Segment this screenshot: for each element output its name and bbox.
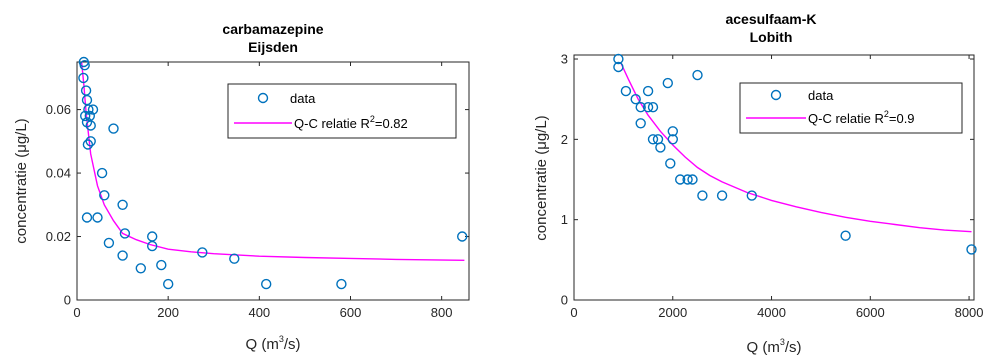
data-point [85,136,96,147]
data-point [667,134,678,145]
data-point [667,126,678,137]
y-tick-label: 0.06 [46,102,71,117]
y-axis-ticks: 0 1 2 3 [561,52,974,308]
x-tick-label: 200 [157,305,179,320]
y-tick-label: 1 [561,212,568,227]
y-tick-label: 0 [561,293,568,308]
legend-marker-data [770,89,782,101]
data-point [96,167,108,179]
y-tick-label: 2 [561,132,568,147]
data-point [687,174,698,185]
x-axis-label: Q (m3/s) [746,337,801,356]
y-tick-label: 0 [64,293,71,308]
x-axis-ticks: 0 2000 4000 6000 8000 [570,55,984,320]
legend-label-fit: Q-C relatie R2=0.9 [808,109,915,126]
legend: data Q-C relatie R2=0.9 [739,82,963,134]
chart-acesulfaam-k: acesulfaam-K Lobith 0 2000 4000 6000 8000 0 1… [533,11,984,356]
x-tick-label: 4000 [757,305,786,320]
data-point [613,53,624,65]
data-point [79,59,90,71]
data-point [108,123,119,134]
x-tick-label: 6000 [856,305,885,320]
data-point [156,259,167,271]
legend-label-data: data [808,88,834,103]
x-axis-label: Q (m3/s) [245,334,300,353]
fit-curve [620,62,972,233]
data-point [117,250,128,261]
data-point [103,237,115,249]
data-point [92,212,103,223]
legend: data Q-C relatie R2=0.82 [227,83,457,139]
data-point [87,104,99,115]
data-point [642,85,654,97]
x-axis-ticks: 0 200 400 600 800 [73,62,453,320]
data-point [78,72,89,84]
x-tick-label: 0 [570,305,577,320]
data-point [261,278,272,290]
data-point [662,77,673,89]
data-point [135,263,147,274]
y-tick-label: 0.04 [46,166,71,181]
chart-carbamazepine: carbamazepine Eijsden 0 200 400 600 800 0 0.0… [13,21,470,353]
data-series [613,53,977,255]
fit-curve [80,61,465,261]
legend-label-fit: Q-C relatie R2=0.82 [294,114,408,131]
legend-box [739,82,963,134]
data-point [647,101,659,113]
y-tick-label: 3 [561,52,568,67]
data-point [682,174,693,185]
x-tick-label: 0 [73,305,80,320]
fit-series [80,61,465,261]
data-point [457,231,468,242]
data-point [146,240,158,252]
y-axis-ticks: 0 0.02 0.04 0.06 [46,102,469,308]
chart-title-line-1: carbamazepine [222,21,323,37]
data-point [692,69,703,81]
data-point [197,247,208,258]
data-point [162,278,174,290]
x-tick-label: 600 [340,305,362,320]
x-tick-label: 400 [248,305,270,320]
data-point [716,190,728,201]
data-point [620,85,632,97]
chart-title-line-1: acesulfaam-K [725,11,816,27]
data-point [336,278,347,290]
data-point [81,117,93,128]
legend-label-data: data [290,91,316,106]
x-tick-label: 800 [431,305,453,320]
data-point [635,101,646,113]
y-axis-label: concentratie (μg/L) [533,115,550,240]
x-tick-label: 8000 [955,305,984,320]
data-point [99,190,110,201]
data-point [81,212,93,223]
data-point [119,228,131,239]
data-point [79,110,91,122]
data-point [83,104,94,115]
legend-marker-data [257,92,269,104]
chart-title-line-2: Eijsden [248,39,298,55]
data-point [966,244,977,255]
legend-box [227,83,457,139]
fit-series [620,62,972,233]
data-point [229,253,240,264]
data-point [675,174,686,185]
data-point [82,139,94,150]
data-series [78,56,468,290]
data-point [840,230,851,241]
chart-title-line-2: Lobith [750,29,793,45]
data-point [655,142,666,153]
data-point [117,199,128,211]
data-point [746,190,757,201]
y-axis-label: concentratie (μg/L) [13,118,30,243]
data-point [630,93,641,105]
data-point [642,101,654,113]
data-point [635,118,646,129]
data-point [613,61,624,73]
y-tick-label: 0.02 [46,229,71,244]
x-tick-label: 2000 [658,305,687,320]
data-point [647,134,659,145]
data-point [697,190,708,201]
data-point [665,158,676,169]
